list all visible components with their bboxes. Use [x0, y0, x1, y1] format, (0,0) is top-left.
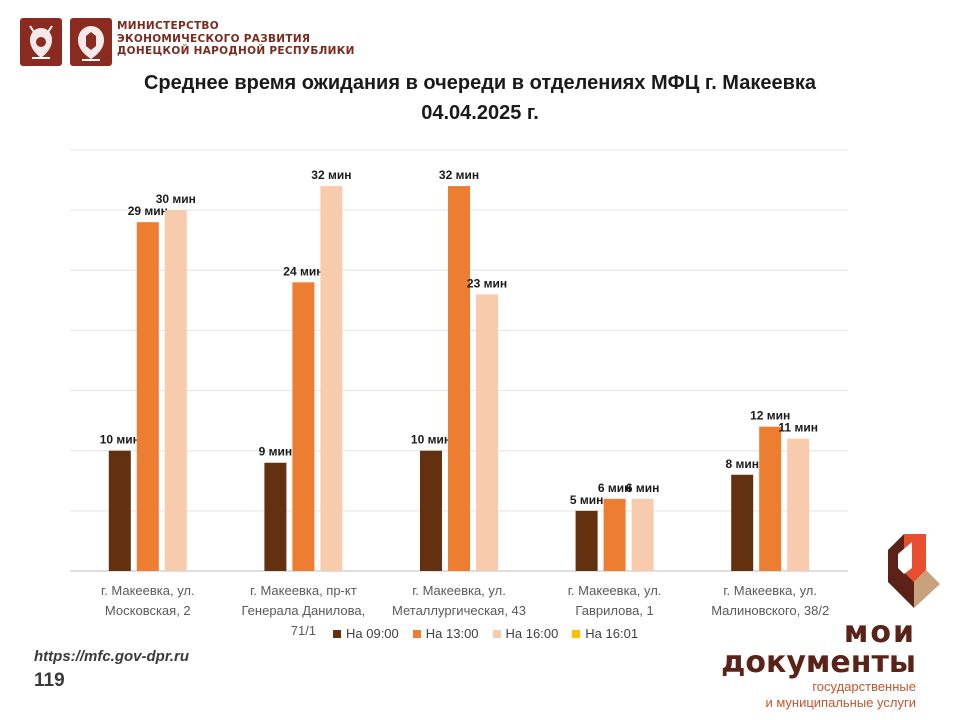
brand-line1: мои: [843, 615, 916, 650]
page-number: 119: [34, 670, 65, 691]
brand-name: мои документы: [721, 618, 916, 678]
x-tick-label: г. Макеевка, ул. Металлургическая, 43: [379, 581, 539, 621]
chart-legend: На 09:00 На 13:00 На 16:00 На 16:01: [333, 626, 638, 641]
bar: [476, 294, 498, 571]
data-label: 9 мин: [259, 445, 293, 459]
bar: [420, 450, 442, 571]
data-label: 11 мин: [778, 421, 818, 435]
brand-tagline: государственные и муниципальные услуги: [765, 679, 916, 711]
bar: [320, 186, 343, 572]
legend-label: На 16:00: [505, 626, 559, 641]
legend-item: На 16:01: [572, 626, 638, 641]
bar: [759, 426, 782, 571]
data-label: 10 мин: [100, 433, 140, 447]
moi-dokumenty-logo-icon: [888, 534, 940, 608]
data-label: 32 мин: [439, 168, 479, 182]
bar: [603, 498, 626, 571]
data-label: 12 мин: [750, 409, 790, 423]
coat-of-arms-russia-icon: [20, 18, 62, 66]
bar: [575, 510, 598, 571]
ministry-name: МИНИСТЕРСТВО ЭКОНОМИЧЕСКОГО РАЗВИТИЯ ДОН…: [117, 20, 377, 58]
data-label: 5 мин: [570, 493, 604, 507]
legend-item: На 09:00: [333, 626, 399, 641]
data-label: 6 мин: [626, 481, 660, 495]
x-tick-label-line: 71/1: [290, 623, 317, 638]
bar: [136, 222, 159, 571]
bar: [448, 186, 470, 572]
x-tick-label: г. Макеевка, ул. Московская, 2: [68, 581, 228, 621]
x-tick-label-line: Гаврилова, 1: [575, 603, 654, 618]
x-tick-label: г. Макеевка, ул. Гаврилова, 1: [535, 581, 695, 621]
x-tick-label-line: г. Макеевка, ул.: [723, 583, 817, 598]
data-label: 6 мин: [598, 481, 632, 495]
legend-swatch: [333, 629, 341, 638]
bar: [164, 210, 187, 571]
ministry-line: МИНИСТЕРСТВО: [117, 20, 219, 32]
chart-title: Среднее время ожидания в очереди в отдел…: [143, 72, 817, 94]
data-label: 8 мин: [725, 457, 759, 471]
data-label: 30 мин: [156, 192, 196, 206]
x-tick-label: г. Макеевка, ул. Малиновского, 38/2: [690, 581, 850, 621]
chart-subtitle: 04.04.2025 г.: [421, 102, 539, 124]
x-tick-label-line: Металлургическая, 43: [392, 603, 526, 618]
legend-swatch: [572, 629, 581, 638]
x-tick-label-line: Московская, 2: [104, 603, 191, 618]
brand-sub1: государственные: [812, 679, 916, 694]
bar: [264, 462, 287, 571]
legend-label: На 13:00: [425, 626, 479, 641]
legend-swatch: [412, 629, 421, 638]
bar: [731, 474, 754, 571]
website-url: https://mfc.gov-dpr.ru: [34, 648, 189, 665]
bar: [787, 438, 810, 571]
legend-label: На 09:00: [346, 626, 399, 641]
bar: [292, 282, 315, 571]
chart-title-block: Среднее время ожидания в очереди в отдел…: [0, 68, 960, 128]
x-tick-label-line: Генерала Данилова,: [241, 603, 366, 618]
data-label: 32 мин: [311, 168, 351, 182]
bar: [631, 498, 654, 571]
brand-sub2: и муниципальные услуги: [765, 695, 916, 710]
legend-label: На 16:01: [585, 626, 639, 641]
x-tick-label-line: г. Макеевка, ул.: [412, 583, 506, 598]
legend-item: На 13:00: [412, 626, 479, 641]
data-label: 29 мин: [128, 204, 168, 218]
coat-of-arms-dpr-icon: [70, 18, 112, 66]
x-tick-label-line: Малиновского, 38/2: [711, 603, 830, 618]
legend-swatch: [492, 629, 501, 638]
ministry-line: ЭКОНОМИЧЕСКОГО РАЗВИТИЯ: [117, 32, 311, 45]
data-label: 24 мин: [283, 264, 323, 278]
brand-line2: документы: [721, 645, 916, 680]
x-tick-label-line: г. Макеевка, пр-кт: [250, 583, 357, 598]
data-label: 23 мин: [467, 276, 507, 290]
ministry-line: ДОНЕЦКОЙ НАРОДНОЙ РЕСПУБЛИКИ: [117, 45, 355, 57]
x-tick-label-line: г. Макеевка, ул.: [567, 583, 662, 598]
legend-item: На 16:00: [492, 626, 559, 641]
data-label: 10 мин: [411, 433, 451, 447]
bar: [108, 450, 131, 571]
x-tick-label-line: г. Макеевка, ул.: [100, 583, 195, 598]
x-tick-label: г. Макеевка, пр-кт Генерала Данилова, 71/1: [223, 581, 383, 641]
